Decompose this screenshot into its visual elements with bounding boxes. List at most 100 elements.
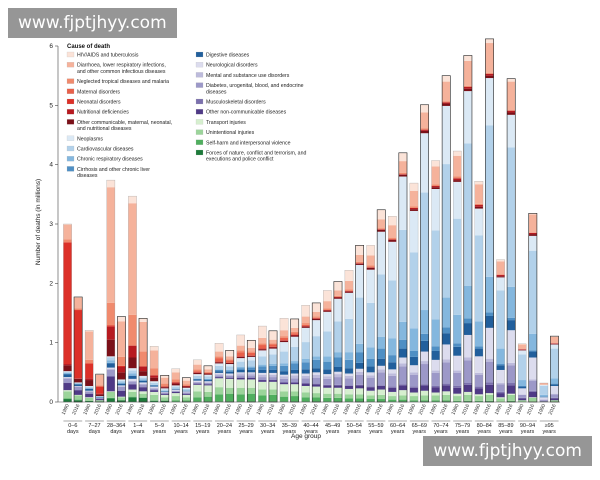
bar-segment (301, 373, 310, 376)
bar-segment (128, 397, 137, 402)
bar-segment (528, 397, 537, 398)
bar-segment (528, 350, 537, 352)
bar-segment (333, 290, 343, 296)
year-tick-label: 2016 (548, 403, 558, 416)
bar-segment (355, 398, 364, 402)
bar-segment (518, 354, 527, 381)
bar-segment (182, 394, 191, 398)
bar-segment (453, 346, 462, 356)
bar-segment (442, 75, 451, 82)
age-group-label: 25–29 (238, 423, 253, 429)
bar-segment (398, 384, 408, 386)
bar-segment (74, 297, 83, 309)
bar-segment (247, 393, 256, 402)
bar-segment (128, 314, 137, 346)
bar-segment (236, 345, 245, 351)
bar-segment (117, 365, 126, 367)
bar-segment (63, 239, 72, 243)
age-group-unit: days (67, 429, 79, 435)
bar-segment (247, 340, 256, 349)
bar-segment (290, 378, 299, 383)
bar-segment (453, 180, 462, 182)
bar-segment (85, 386, 94, 388)
year-tick-label: 1990 (147, 403, 157, 416)
bar-segment (463, 384, 472, 392)
y-axis: 0 1 2 3 4 5 6 (49, 43, 59, 406)
bar-segment (85, 393, 94, 398)
bar-segment (518, 386, 527, 389)
bar-segment (182, 388, 191, 391)
bar-segment (214, 374, 224, 376)
bar-segment (160, 386, 169, 388)
legend-swatch (66, 145, 75, 152)
bar-segment (312, 336, 321, 357)
bar-segment (355, 261, 364, 264)
bar-segment (431, 400, 440, 402)
bar-segment (409, 396, 419, 401)
legend-label: Diabetes, urogenital, blood, and endocri… (206, 83, 304, 89)
bar-segment (344, 352, 354, 360)
legend: HIV/AIDS and tuberculosis Diarrhoea, lowe… (66, 51, 306, 179)
bar-segment (539, 384, 548, 386)
bar-segment (366, 377, 375, 387)
bar-segment (388, 280, 397, 339)
bar-segment (312, 386, 321, 394)
bar-segment (333, 385, 343, 388)
bar-segment (474, 356, 484, 373)
bar-segment (301, 342, 310, 359)
bar-segment (171, 400, 180, 402)
bar-segment (366, 387, 375, 391)
age-group-unit: years (131, 429, 145, 435)
bar-segment (474, 208, 484, 236)
bar-segment (290, 369, 299, 374)
bar-segment (182, 384, 191, 386)
bar-segment (301, 327, 310, 343)
bar-segment (63, 399, 72, 402)
bar-segment (453, 181, 462, 219)
bar-segment (409, 210, 419, 253)
bar-segment (474, 205, 484, 207)
legend-swatch (195, 82, 204, 88)
bar-segment (268, 348, 278, 355)
bar-segment (312, 397, 321, 402)
bar-segment (409, 387, 419, 393)
bar-segment (117, 386, 126, 391)
bar-segment (398, 348, 408, 358)
bar-segment (431, 359, 440, 371)
bar-segment (150, 391, 159, 395)
year-tick-label: 1990 (515, 403, 525, 416)
bar-segment (333, 296, 343, 298)
bar-segment (106, 339, 115, 357)
bar-segment (225, 356, 234, 360)
bar-segment (550, 394, 559, 398)
year-tick-label: 1990 (82, 403, 92, 416)
bar-segment (128, 370, 137, 374)
bar-segment (463, 357, 472, 361)
bar-segment (225, 362, 234, 365)
bar-segment (258, 377, 267, 381)
bar-segment (312, 374, 321, 378)
bar-segment (420, 310, 429, 334)
year-tick-label: 1990 (407, 403, 417, 416)
bar-segment (409, 372, 419, 375)
bar-segment (268, 394, 278, 402)
bar-segment (268, 344, 278, 347)
bar-segment (355, 384, 364, 386)
bar-segment (138, 397, 148, 398)
bar-segment (247, 377, 256, 380)
bar-segment (366, 255, 375, 266)
bar-segment (474, 181, 484, 185)
bar-segment (236, 352, 245, 357)
bar-segment (236, 375, 245, 378)
bar-segment (485, 394, 494, 401)
bar-segment (485, 276, 494, 313)
bar-segment (247, 372, 256, 374)
bar-segment (377, 228, 386, 230)
bar-segment (333, 297, 343, 299)
bar-segment (539, 396, 548, 398)
bar-segment (431, 387, 440, 393)
bar-segment (193, 375, 202, 379)
bar-segment (63, 365, 72, 372)
age-group-label: 80–84 (477, 423, 492, 429)
x-axis-label: Age group (291, 433, 321, 440)
